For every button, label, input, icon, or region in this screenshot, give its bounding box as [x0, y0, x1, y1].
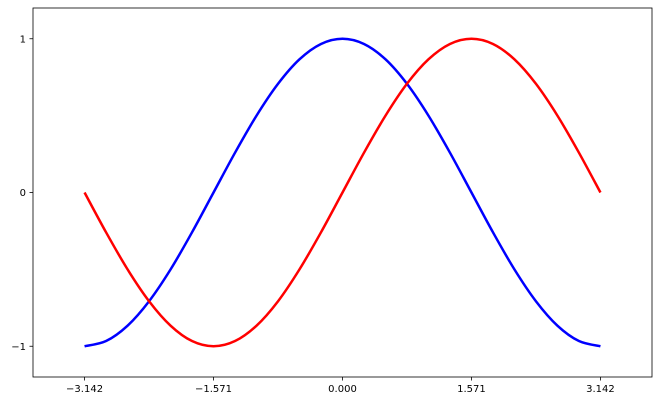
x-tick-label: 0.000	[328, 384, 357, 395]
y-tick-label: 1	[20, 34, 26, 45]
x-tick-label: 1.571	[457, 384, 486, 395]
x-tick-label: −3.142	[66, 384, 103, 395]
x-tick-label: −1.571	[195, 384, 232, 395]
x-tick-label: 3.142	[586, 384, 615, 395]
y-tick-label: 0	[20, 188, 26, 199]
series-line-1	[83, 37, 602, 348]
series-line-0	[84, 37, 601, 348]
y-tick-label: −1	[11, 342, 26, 353]
